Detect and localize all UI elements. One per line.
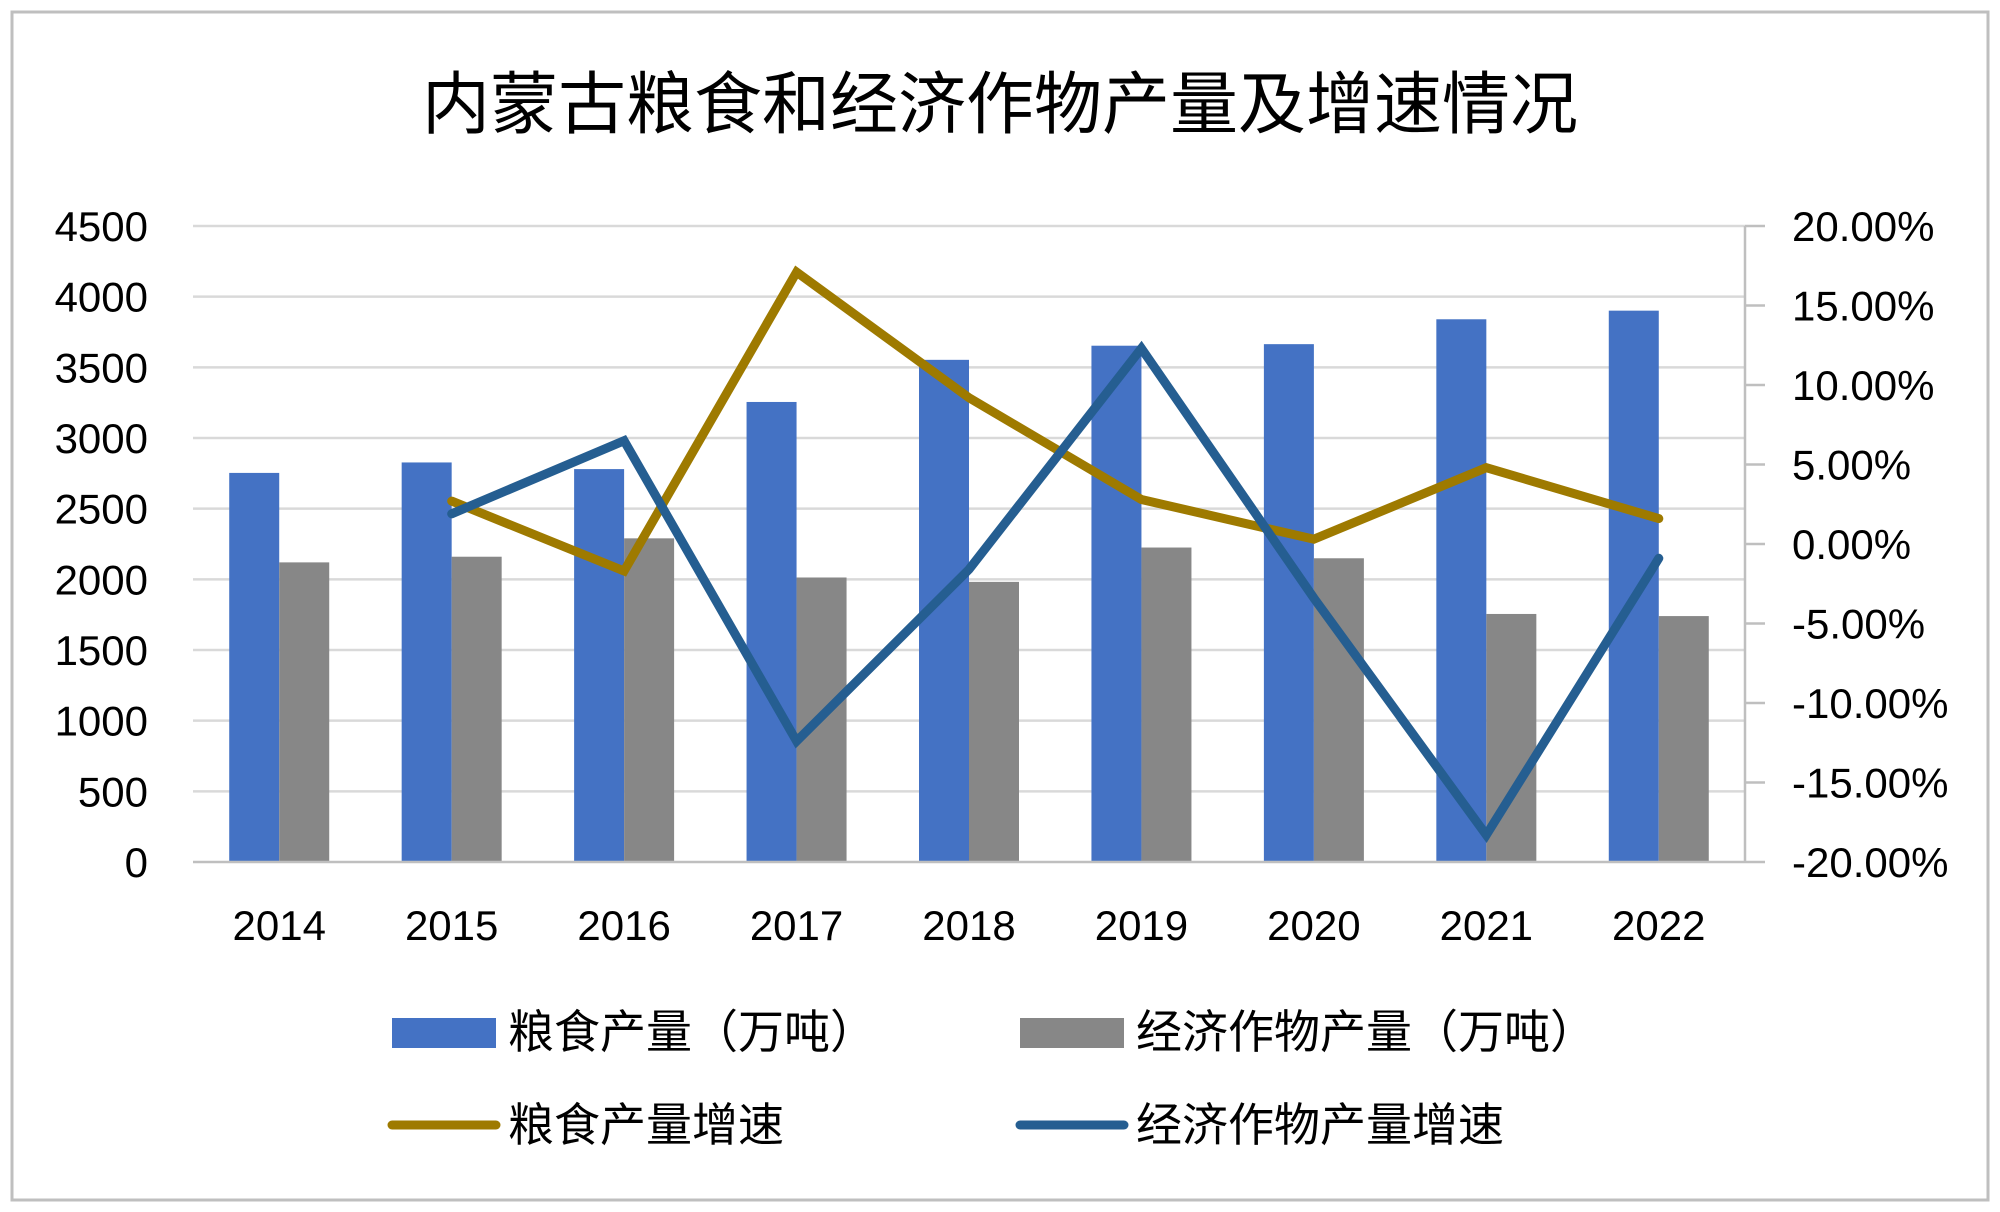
y-left-tick-label: 2000 <box>55 556 148 603</box>
legend-swatch <box>392 1018 496 1048</box>
bar-grain-output <box>574 469 625 862</box>
y-right-tick-label: -20.00% <box>1792 839 1948 886</box>
y-left-tick-label: 500 <box>78 768 148 815</box>
chart-title: 内蒙古粮食和经济作物产量及增速情况 <box>422 66 1578 145</box>
bar-grain-output <box>229 472 280 862</box>
line-cash-crop-growth <box>447 340 1664 844</box>
bars <box>229 310 1709 862</box>
x-tick-label: 2021 <box>1440 902 1533 949</box>
axes <box>193 224 1765 864</box>
y-right-tick-label: 15.00% <box>1792 283 1934 330</box>
x-tick-label: 2017 <box>750 902 843 949</box>
legend-grain-growth: 粮食产量增速 <box>387 1098 784 1152</box>
legend-label: 粮食产量增速 <box>508 1098 784 1152</box>
bar-grain-output <box>746 401 797 862</box>
legend-label: 经济作物产量（万吨） <box>1136 1005 1596 1059</box>
line-grain-growth <box>447 265 1664 577</box>
bar-cash-crop-output <box>451 556 502 862</box>
bar-grain-output <box>401 462 452 862</box>
legend: 粮食产量（万吨） 经济作物产量（万吨） 粮食产量增速 经济作物产量增速 <box>387 1005 1596 1152</box>
tick-labels: 0 500 1000 1500 2000 2500 3000 3500 4000 4500 -20.… <box>55 203 1949 949</box>
y-left-tick-label: 4000 <box>55 274 148 321</box>
y-right-tick-label: -10.00% <box>1792 680 1948 727</box>
legend-label: 粮食产量（万吨） <box>508 1005 876 1059</box>
legend-grain-output: 粮食产量（万吨） <box>392 1005 876 1059</box>
bar-cash-crop-output <box>969 581 1019 862</box>
legend-swatch <box>1020 1018 1124 1048</box>
bar-cash-crop-output <box>279 562 330 862</box>
x-tick-label: 2014 <box>233 902 326 949</box>
y-left-tick-label: 3500 <box>55 344 148 391</box>
bar-cash-crop-output <box>624 538 675 862</box>
y-right-tick-label: 0.00% <box>1792 521 1911 568</box>
x-tick-label: 2020 <box>1267 902 1360 949</box>
legend-cash-crop-growth: 经济作物产量增速 <box>1015 1098 1504 1152</box>
y-left-tick-label: 3000 <box>55 415 148 462</box>
x-tick-label: 2016 <box>577 902 670 949</box>
y-left-tick-label: 2500 <box>55 486 148 533</box>
y-left-tick-label: 1000 <box>55 698 148 745</box>
legend-cash-crop-output: 经济作物产量（万吨） <box>1020 1005 1596 1059</box>
x-tick-label: 2022 <box>1612 902 1705 949</box>
x-tick-label: 2019 <box>1095 902 1188 949</box>
y-right-tick-label: 5.00% <box>1792 442 1911 489</box>
bar-grain-output <box>1263 344 1314 862</box>
bar-cash-crop-output <box>1141 547 1192 862</box>
bar-cash-crop-output <box>1658 616 1709 862</box>
y-left-tick-label: 1500 <box>55 627 148 674</box>
x-tick-label: 2018 <box>922 902 1015 949</box>
y-right-tick-label: 10.00% <box>1792 362 1934 409</box>
x-tick-label: 2015 <box>405 902 498 949</box>
y-right-tick-label: -15.00% <box>1792 760 1948 807</box>
y-left-tick-label: 4500 <box>55 203 148 250</box>
y-left-tick-label: 0 <box>125 839 148 886</box>
bar-grain-output <box>1091 345 1142 862</box>
bar-grain-output <box>1608 310 1659 862</box>
lines <box>447 265 1664 844</box>
y-right-tick-label: -5.00% <box>1792 601 1925 648</box>
legend-label: 经济作物产量增速 <box>1136 1098 1504 1152</box>
y-right-tick-label: 20.00% <box>1792 203 1934 250</box>
